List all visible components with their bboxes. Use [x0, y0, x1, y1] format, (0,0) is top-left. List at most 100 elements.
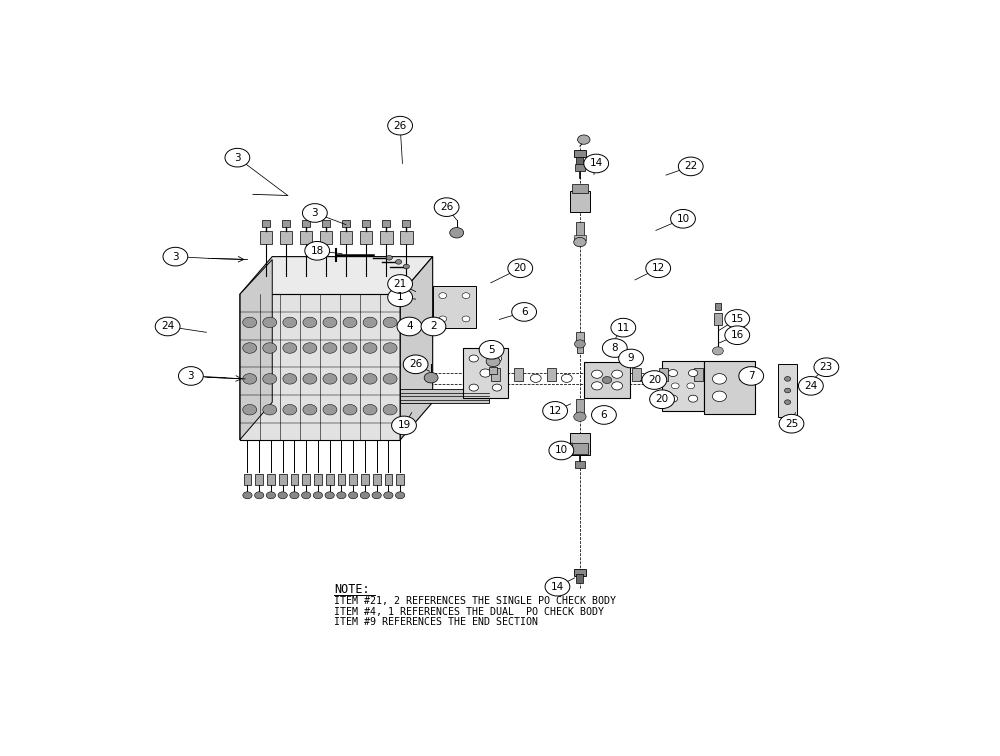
Bar: [320, 231, 332, 244]
Bar: [267, 474, 275, 485]
Bar: [463, 349, 508, 398]
Circle shape: [360, 492, 370, 499]
Circle shape: [688, 370, 698, 376]
Bar: [314, 474, 322, 485]
Bar: [572, 184, 588, 194]
Text: 18: 18: [311, 246, 324, 256]
Circle shape: [725, 326, 750, 345]
Circle shape: [325, 492, 334, 499]
Polygon shape: [240, 295, 400, 440]
Bar: [340, 231, 352, 244]
Circle shape: [602, 376, 612, 383]
Circle shape: [712, 347, 723, 355]
Circle shape: [612, 382, 623, 390]
Bar: [402, 220, 410, 227]
Circle shape: [492, 384, 502, 391]
Circle shape: [469, 384, 478, 391]
Circle shape: [323, 318, 337, 327]
Text: ITEM #9 REFERENCES THE END SECTION: ITEM #9 REFERENCES THE END SECTION: [334, 617, 538, 627]
Circle shape: [278, 492, 287, 499]
Circle shape: [388, 274, 413, 293]
Bar: [489, 367, 497, 373]
Circle shape: [392, 416, 416, 435]
Bar: [380, 231, 393, 244]
Circle shape: [671, 383, 679, 389]
Bar: [575, 164, 585, 171]
Circle shape: [434, 198, 459, 216]
Circle shape: [592, 370, 602, 378]
Text: 23: 23: [820, 362, 833, 372]
Text: 4: 4: [406, 321, 413, 331]
Circle shape: [574, 237, 586, 246]
Text: 3: 3: [234, 153, 241, 163]
Bar: [338, 474, 345, 485]
Circle shape: [480, 369, 491, 377]
Bar: [584, 362, 630, 398]
Circle shape: [303, 404, 317, 415]
Circle shape: [492, 355, 502, 362]
Bar: [576, 157, 583, 166]
Circle shape: [266, 492, 276, 499]
Circle shape: [479, 340, 504, 359]
Text: 19: 19: [397, 420, 411, 430]
Text: 15: 15: [731, 314, 744, 324]
Circle shape: [386, 256, 392, 260]
Circle shape: [592, 382, 602, 390]
Circle shape: [363, 342, 377, 353]
Circle shape: [243, 492, 252, 499]
Bar: [659, 368, 668, 380]
Circle shape: [255, 492, 264, 499]
Circle shape: [403, 264, 409, 269]
Circle shape: [372, 492, 381, 499]
Bar: [322, 220, 330, 227]
Text: 10: 10: [676, 214, 690, 224]
Bar: [382, 220, 390, 227]
Circle shape: [439, 316, 447, 322]
Bar: [362, 220, 370, 227]
Circle shape: [668, 370, 678, 376]
Bar: [576, 332, 584, 343]
Text: 3: 3: [172, 252, 179, 262]
Text: 24: 24: [161, 321, 174, 331]
Circle shape: [283, 404, 297, 415]
Text: 21: 21: [394, 279, 407, 289]
Circle shape: [343, 342, 357, 353]
Circle shape: [671, 209, 695, 228]
Circle shape: [785, 400, 791, 404]
Bar: [704, 361, 755, 414]
Text: 20: 20: [514, 263, 527, 273]
Bar: [514, 368, 523, 380]
Bar: [574, 150, 586, 157]
Text: 24: 24: [804, 381, 818, 391]
Circle shape: [545, 578, 570, 596]
Circle shape: [243, 404, 257, 415]
Bar: [570, 433, 590, 455]
Circle shape: [397, 318, 422, 336]
Circle shape: [592, 406, 616, 424]
Circle shape: [343, 404, 357, 415]
Circle shape: [469, 355, 478, 362]
Bar: [576, 574, 583, 583]
Text: 2: 2: [430, 321, 437, 331]
Circle shape: [584, 154, 609, 173]
Bar: [300, 231, 312, 244]
Circle shape: [283, 373, 297, 384]
Circle shape: [163, 247, 188, 266]
Bar: [694, 368, 703, 380]
Text: 9: 9: [628, 354, 634, 364]
Bar: [570, 191, 590, 212]
Circle shape: [263, 342, 277, 353]
Circle shape: [283, 342, 297, 353]
Text: 14: 14: [551, 581, 564, 592]
Circle shape: [814, 358, 839, 376]
Circle shape: [439, 293, 447, 299]
Text: 8: 8: [611, 343, 618, 353]
Circle shape: [578, 135, 590, 144]
Circle shape: [155, 318, 180, 336]
Circle shape: [561, 374, 572, 383]
Circle shape: [348, 492, 358, 499]
Bar: [396, 474, 404, 485]
Bar: [491, 368, 500, 380]
Bar: [576, 398, 584, 416]
Circle shape: [363, 318, 377, 327]
